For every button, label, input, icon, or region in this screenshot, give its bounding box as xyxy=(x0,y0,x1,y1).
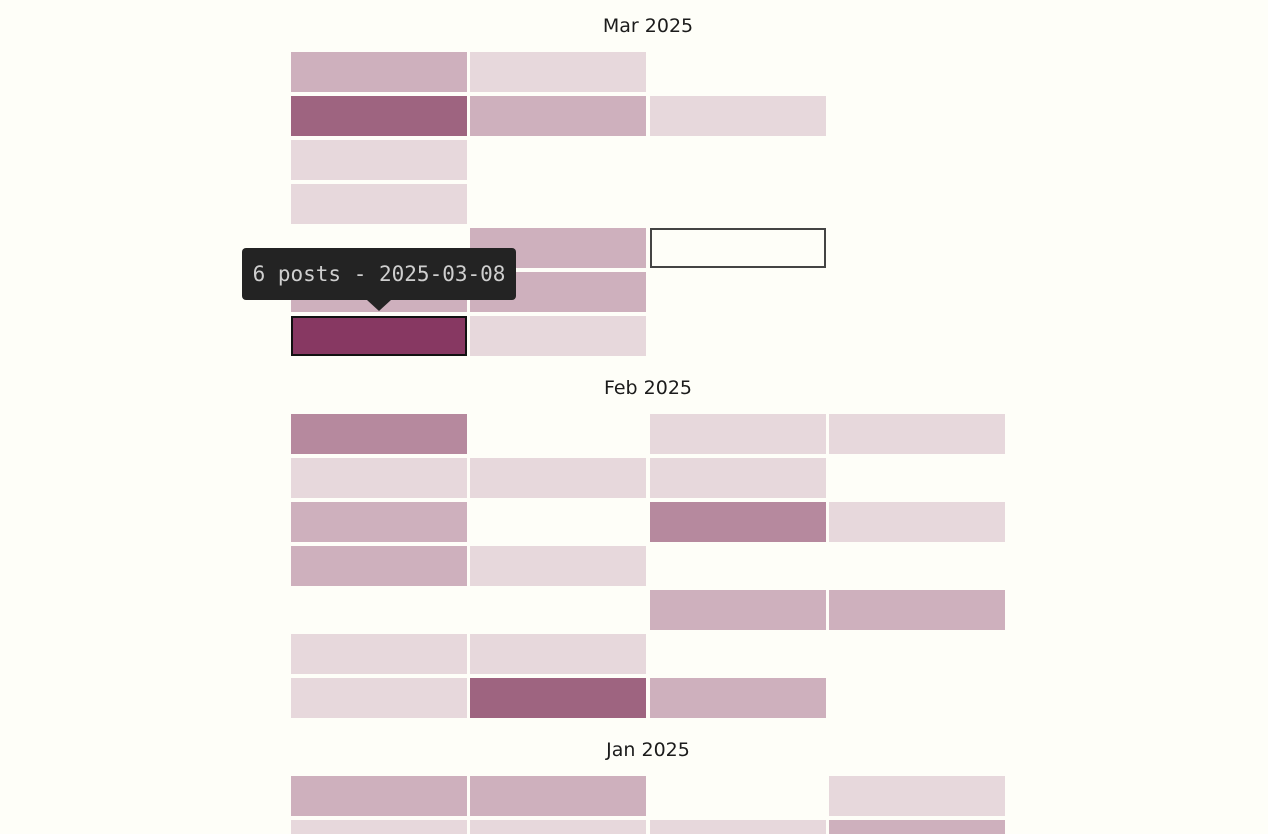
day-cell[interactable] xyxy=(828,590,1005,630)
day-cell[interactable] xyxy=(291,502,467,542)
day-cell[interactable] xyxy=(291,820,467,834)
month-title: Mar 2025 xyxy=(602,15,694,37)
day-cell[interactable] xyxy=(470,776,647,816)
day-cell[interactable] xyxy=(291,316,467,356)
day-cell[interactable] xyxy=(828,776,1005,816)
day-cell[interactable] xyxy=(649,678,826,718)
tooltip-arrow xyxy=(367,300,391,311)
day-cell[interactable] xyxy=(649,96,826,136)
day-cell[interactable] xyxy=(649,414,826,454)
day-cell[interactable] xyxy=(649,228,826,268)
day-cell[interactable] xyxy=(470,634,647,674)
day-cell[interactable] xyxy=(291,52,467,92)
day-cell[interactable] xyxy=(828,502,1005,542)
day-cell[interactable] xyxy=(291,776,467,816)
day-cell[interactable] xyxy=(291,458,467,498)
day-cell[interactable] xyxy=(291,634,467,674)
day-cell[interactable] xyxy=(649,502,826,542)
month-title: Jan 2025 xyxy=(606,739,690,761)
day-cell[interactable] xyxy=(649,820,826,834)
day-cell[interactable] xyxy=(291,96,467,136)
day-cell[interactable] xyxy=(470,678,647,718)
month-title: Feb 2025 xyxy=(603,377,693,399)
day-cell[interactable] xyxy=(649,458,826,498)
day-cell[interactable] xyxy=(291,414,467,454)
day-cell[interactable] xyxy=(828,414,1005,454)
cell-tooltip: 6 posts - 2025-03-08 xyxy=(242,248,516,300)
day-cell[interactable] xyxy=(291,678,467,718)
day-cell[interactable] xyxy=(828,820,1005,834)
day-cell[interactable] xyxy=(470,316,647,356)
day-cell[interactable] xyxy=(291,184,467,224)
day-cell[interactable] xyxy=(470,96,647,136)
day-cell[interactable] xyxy=(470,820,647,834)
day-cell[interactable] xyxy=(649,590,826,630)
day-cell[interactable] xyxy=(470,52,647,92)
day-cell[interactable] xyxy=(291,546,467,586)
day-cell[interactable] xyxy=(470,458,647,498)
day-cell[interactable] xyxy=(291,140,467,180)
day-cell[interactable] xyxy=(470,546,647,586)
